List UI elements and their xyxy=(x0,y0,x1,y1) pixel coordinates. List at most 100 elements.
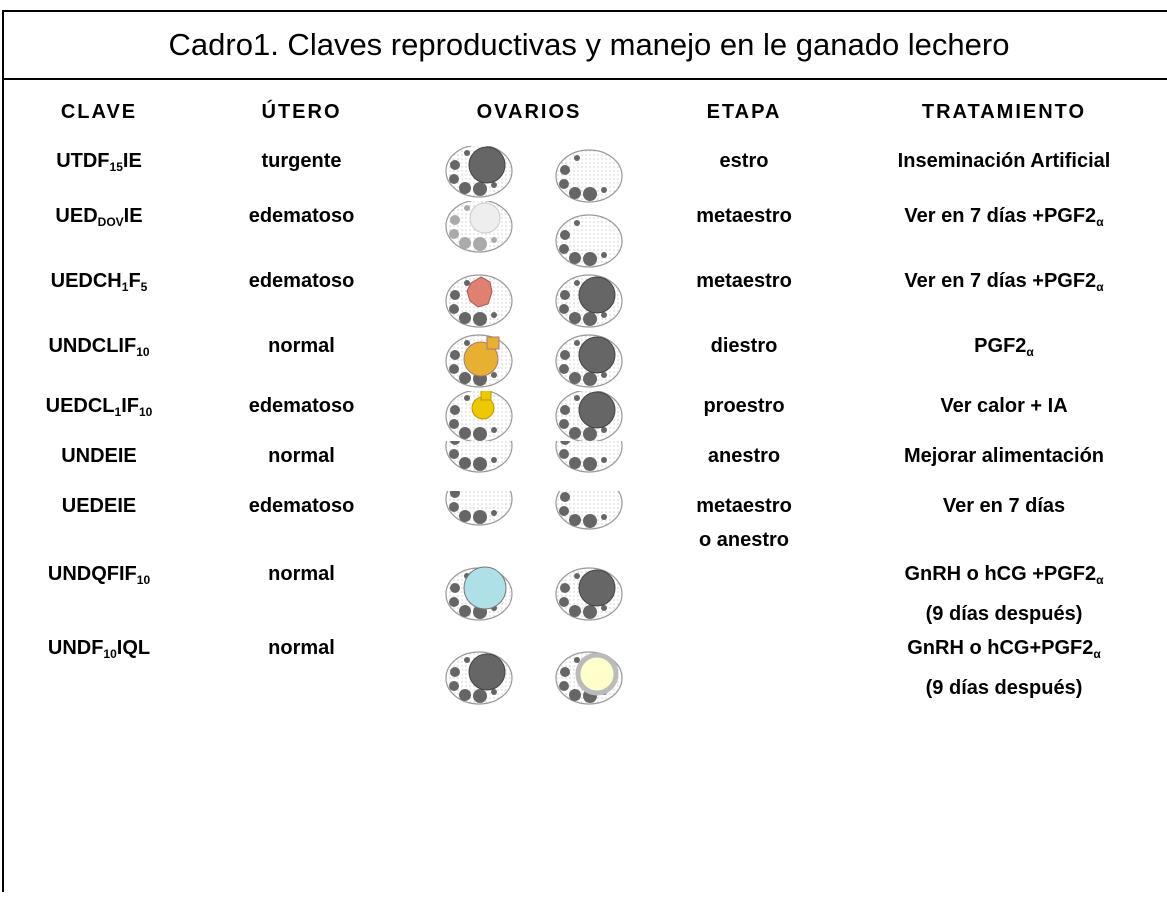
text: Mejorar alimentación xyxy=(903,445,1105,467)
line: edematoso xyxy=(248,395,355,417)
tratamiento-cell: Inseminación Artificial xyxy=(839,144,1167,199)
text: UEDEIE xyxy=(61,495,137,517)
ovary-shape xyxy=(459,182,471,194)
ovary-shape xyxy=(464,205,470,211)
ovaries xyxy=(445,566,623,621)
ovaries xyxy=(445,274,623,328)
ovarios-cell xyxy=(409,557,649,631)
line: Ver en 7 días xyxy=(839,489,1167,523)
line: normal xyxy=(268,335,335,357)
row: UNDQFIF10 normal GnRH o hCG +PGF2α (9 días … xyxy=(4,557,1167,631)
line: normal xyxy=(268,563,335,585)
subscript: DOV xyxy=(97,215,124,229)
ovary-shape xyxy=(601,372,607,378)
ovarios-cell xyxy=(409,264,649,329)
line: UNDCLIF10 xyxy=(4,329,194,369)
line: GnRH o hCG+PGF2α xyxy=(839,631,1167,671)
ovary-shape xyxy=(445,566,513,621)
utero-cell: edematoso xyxy=(194,489,409,557)
table-title: Cadro1. Claves reproductivas y manejo en… xyxy=(4,12,1167,80)
ovary-shape xyxy=(463,341,499,377)
line: (9 días después) xyxy=(839,671,1167,705)
ovary-shape xyxy=(559,179,569,189)
text: UEDCL xyxy=(45,395,115,417)
row: UEDDOVIE edematoso metaestro Ver en 7 días … xyxy=(4,199,1167,268)
ovary-shape xyxy=(468,146,506,184)
ovary-shape xyxy=(491,182,497,188)
ovaries xyxy=(445,334,623,388)
ovaries xyxy=(445,651,623,705)
tratamiento-cell: Ver en 7 días xyxy=(839,489,1167,557)
ovary-shape xyxy=(569,427,581,439)
subscript: α xyxy=(1096,280,1104,294)
ovary-shape xyxy=(574,340,580,346)
ovary-shape xyxy=(473,312,487,326)
ovary-shape xyxy=(473,427,487,441)
header-cell: CLAVE xyxy=(60,100,138,123)
text: Ver en 7 días +PGF2 xyxy=(904,205,1097,227)
ovary-shape xyxy=(555,491,623,530)
header-cell: OVARIOS xyxy=(476,100,582,123)
utero-cell: normal xyxy=(194,557,409,631)
text: UTDF xyxy=(56,150,110,172)
ovary-shape xyxy=(578,336,616,374)
ovary-shape xyxy=(445,146,513,198)
ovary-shape xyxy=(459,372,471,384)
ovary-shape xyxy=(445,441,513,473)
text: GnRH o hCG+PGF2 xyxy=(907,637,1094,659)
ovary-shape xyxy=(450,160,460,170)
etapa-cell: metaestro xyxy=(649,264,839,329)
ovary-shape xyxy=(450,667,460,677)
line: Mejorar alimentación xyxy=(839,439,1167,473)
clave-cell: UEDCL1IF10 xyxy=(4,389,194,439)
utero-cell: edematoso xyxy=(194,199,409,264)
ovary-shape xyxy=(445,491,513,526)
ovary-shape xyxy=(583,514,597,528)
ovary-shape xyxy=(459,510,471,522)
ovary-shape xyxy=(601,605,607,611)
ovary-shape xyxy=(601,187,607,193)
ovary-shape xyxy=(491,427,497,433)
tratamiento-cell: Mejorar alimentación xyxy=(839,439,1167,489)
ovary-shape xyxy=(569,252,581,264)
ovary-shape xyxy=(574,220,580,226)
row: UNDF10IQL normal GnRH o hCG+PGF2α (9 días d… xyxy=(4,631,1167,898)
row: UEDCL1IF10 edematoso proestro Ver calor + I… xyxy=(4,389,1167,443)
ovary-shape xyxy=(578,569,616,607)
ovary-shape xyxy=(449,449,459,459)
etapa-cell: anestro xyxy=(649,439,839,489)
ovaries xyxy=(445,391,623,443)
line: edematoso xyxy=(248,270,355,292)
clave-cell: UNDQFIF10 xyxy=(4,557,194,631)
utero-cell: turgente xyxy=(194,144,409,199)
clave-cell: UEDDOVIE xyxy=(4,199,194,264)
ovary-shape xyxy=(449,174,459,184)
ovary-shape xyxy=(449,419,459,429)
line: Ver en 7 días +PGF2α xyxy=(839,199,1167,239)
text: (9 días después) xyxy=(925,603,1083,625)
text: Ver calor + IA xyxy=(940,395,1068,417)
ovary-shape xyxy=(464,280,470,286)
line: normal xyxy=(268,445,335,467)
etapa-cell: diestro xyxy=(649,329,839,389)
ovary-shape xyxy=(601,252,607,258)
line: UEDCL1IF10 xyxy=(4,389,194,429)
ovary-shape xyxy=(555,391,623,443)
text: UED xyxy=(55,205,98,227)
text: UNDF xyxy=(47,637,104,659)
text: PGF2 xyxy=(974,335,1027,357)
line: normal xyxy=(268,637,335,659)
row: UEDCH1F5 edematoso metaestro Ver en 7 días … xyxy=(4,264,1167,329)
text: IF xyxy=(121,395,139,417)
line: UEDDOVIE xyxy=(4,199,194,239)
subscript: 15 xyxy=(109,160,123,174)
ovary-shape xyxy=(583,187,597,201)
subscript: 10 xyxy=(136,345,150,359)
ovary-shape xyxy=(569,689,581,701)
text: UEDCH xyxy=(50,270,122,292)
ovary-shape xyxy=(459,427,471,439)
utero-cell: normal xyxy=(194,439,409,489)
clave-cell: UEDEIE xyxy=(4,489,194,557)
ovarios-cell xyxy=(409,439,649,489)
ovary-shape xyxy=(574,573,580,579)
